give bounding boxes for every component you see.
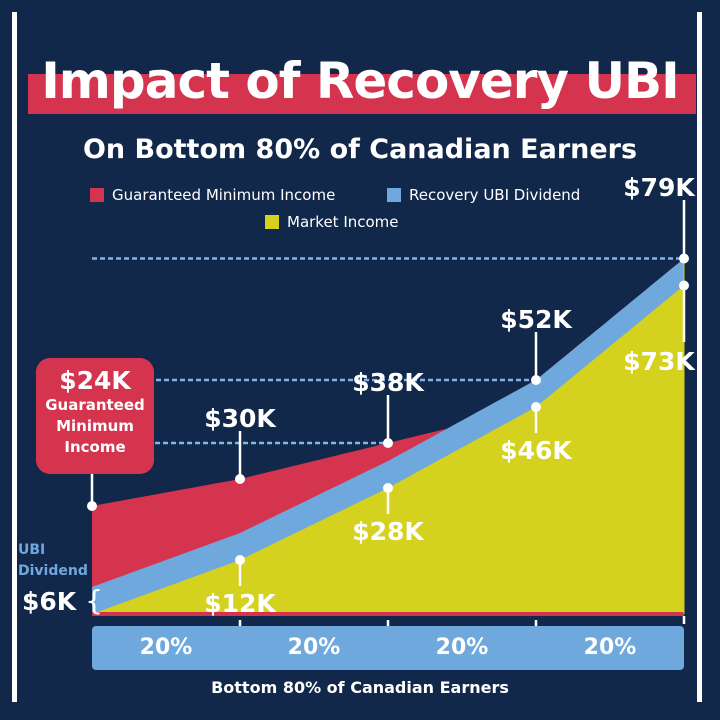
- top-value-label: $52K: [500, 305, 573, 334]
- gmi-callout: $24K Guaranteed Minimum Income: [36, 358, 154, 474]
- segment-label: 20%: [435, 635, 489, 660]
- ubi-dividend-value: $6K {: [22, 584, 103, 617]
- legend-label: Recovery UBI Dividend: [409, 186, 581, 204]
- legend-item-ubi: Recovery UBI Dividend: [387, 186, 580, 204]
- legend-label: Market Income: [287, 213, 399, 231]
- gmi-text: Income: [64, 438, 126, 456]
- ubi-label-line: UBI: [18, 542, 46, 558]
- title-band: [28, 74, 696, 114]
- data-point: [679, 280, 689, 291]
- legend-swatch-ubi: [387, 188, 401, 202]
- top-value-label: $79K: [623, 173, 696, 202]
- chart-subtitle: On Bottom 80% of Canadian Earners: [82, 134, 638, 165]
- data-point: [235, 555, 245, 565]
- ubi-value: $6K: [22, 587, 77, 616]
- legend-item-market: Market Income: [265, 213, 399, 231]
- bottom-value-label: $12K: [204, 589, 277, 618]
- ubi-label-line: Dividend: [18, 563, 88, 579]
- chart-title: Impact of Recovery UBI: [41, 52, 680, 110]
- frame-border: [12, 12, 702, 702]
- bottom-value-label: $73K: [623, 347, 696, 376]
- x-axis-label: Bottom 80% of Canadian Earners: [211, 678, 509, 697]
- baseline: [92, 612, 684, 616]
- bottom-value-label: $46K: [500, 436, 573, 465]
- data-point: [531, 402, 541, 412]
- data-point: [235, 474, 245, 484]
- bottom-value-label: $28K: [352, 517, 425, 546]
- ubi-dividend-label: UBI Dividend: [18, 540, 88, 582]
- segment-label: 20%: [139, 635, 193, 660]
- data-point: [679, 253, 689, 264]
- data-point: [383, 438, 393, 448]
- legend-swatch-gmi: [90, 188, 104, 202]
- percentile-bar: 20% 20% 20% 20%: [92, 626, 684, 670]
- gmi-text: Guaranteed: [45, 396, 145, 414]
- legend-swatch-market: [265, 215, 279, 229]
- gmi-text: Minimum: [56, 417, 134, 435]
- legend-item-gmi: Guaranteed Minimum Income: [90, 186, 335, 204]
- top-value-label: $30K: [204, 404, 277, 433]
- gmi-value: $24K: [59, 366, 131, 395]
- legend-label: Guaranteed Minimum Income: [112, 186, 336, 204]
- segment-label: 20%: [583, 635, 637, 660]
- market-area: [92, 285, 684, 614]
- segment-label: 20%: [287, 635, 341, 660]
- top-value-label: $38K: [352, 368, 425, 397]
- data-point: [383, 483, 393, 493]
- data-point: [531, 375, 541, 385]
- data-point: [87, 501, 97, 511]
